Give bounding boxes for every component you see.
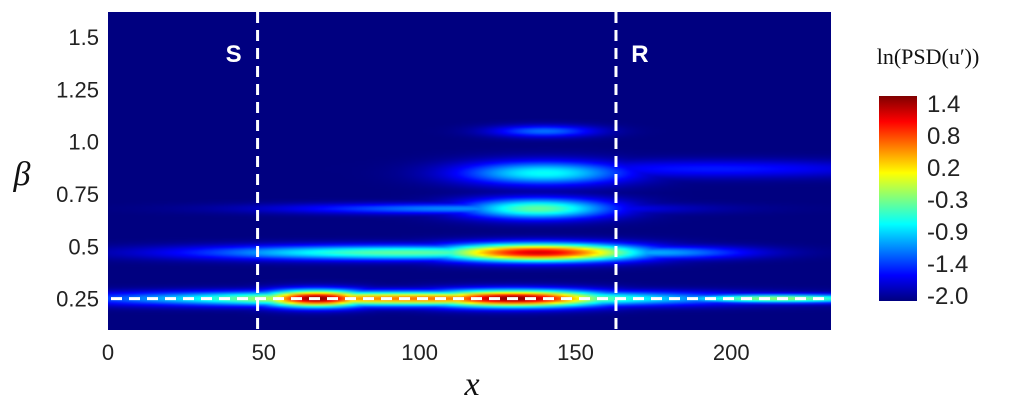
colorbar-ticks: 1.4 0.8 0.2 -0.3 -0.9 -1.4 -2.0 xyxy=(927,91,968,310)
x-tick-label: 0 xyxy=(102,340,114,365)
y-tick-label: 1.5 xyxy=(68,25,99,50)
colorbar-tick-label: -1.4 xyxy=(927,251,968,278)
y-tick-label: 1.0 xyxy=(68,130,99,155)
y-axis-ticks: 0.25 0.5 0.75 1.0 1.25 1.5 xyxy=(56,25,99,312)
colorbar-tick-label: 0.2 xyxy=(927,155,960,182)
x-tick-label: 50 xyxy=(252,340,276,365)
colorbar-tick-label: -0.9 xyxy=(927,219,968,246)
y-axis-label: β xyxy=(13,156,31,193)
y-tick-label: 0.25 xyxy=(56,287,99,312)
colorbar-tick-label: -0.3 xyxy=(927,187,968,214)
colorbar-tick-label: 1.4 xyxy=(927,91,960,118)
heatmap xyxy=(108,12,831,330)
y-tick-label: 1.25 xyxy=(56,77,99,102)
x-axis-ticks: 0 50 100 150 200 xyxy=(102,340,750,365)
colorbar xyxy=(879,96,917,301)
x-tick-label: 200 xyxy=(713,340,750,365)
x-tick-label: 150 xyxy=(557,340,594,365)
separation-marker-label: S xyxy=(226,41,242,68)
y-tick-label: 0.75 xyxy=(56,182,99,207)
y-tick-label: 0.5 xyxy=(68,234,99,259)
x-tick-label: 100 xyxy=(401,340,438,365)
x-axis-label: x xyxy=(463,366,479,403)
colorbar-title: ln(PSD(u′)) xyxy=(877,44,980,69)
colorbar-tick-label: 0.8 xyxy=(927,123,960,150)
reattachment-marker-label: R xyxy=(631,41,648,68)
colorbar-tick-label: -2.0 xyxy=(927,283,968,310)
